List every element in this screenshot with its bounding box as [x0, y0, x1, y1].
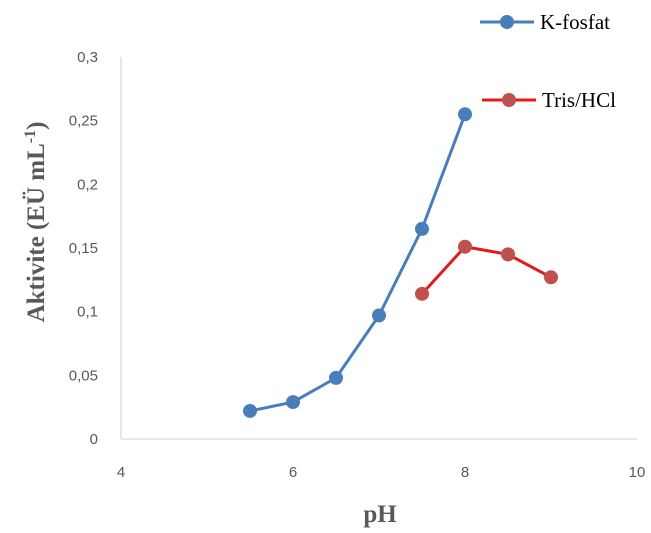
series-Tris/HCl [415, 239, 558, 301]
y-tick-label: 0,15 [69, 240, 98, 257]
data-point [415, 221, 429, 236]
x-tick-label: 4 [117, 464, 125, 481]
series-layer [243, 107, 558, 418]
data-point [243, 403, 257, 418]
y-tick-label: 0 [90, 431, 98, 448]
data-point [372, 308, 386, 323]
y-tick-label: 0,25 [69, 113, 98, 130]
x-tick-label: 6 [289, 464, 297, 481]
legend-item: K-fosfat [480, 10, 610, 34]
data-point [286, 395, 300, 410]
series-K-fosfat [243, 107, 472, 418]
data-point [501, 247, 515, 262]
legend-label: Tris/HCl [542, 88, 616, 112]
data-point [329, 370, 343, 385]
series-line [420, 245, 552, 295]
y-tick-label: 0,2 [77, 176, 98, 193]
y-tick-label: 0,1 [77, 304, 98, 321]
x-tick-label: 10 [629, 464, 646, 481]
data-point [458, 107, 472, 122]
data-point [415, 286, 429, 301]
legend-marker [500, 15, 514, 29]
y-tick-label: 0,3 [77, 49, 98, 66]
x-tick-labels: 4 6 8 10 [117, 464, 646, 481]
data-point [544, 270, 558, 285]
y-axis-title-superscript: -1 [22, 130, 39, 143]
legend-item: Tris/HCl [482, 88, 616, 112]
x-axis-title: pH [363, 501, 397, 528]
legend-marker [502, 93, 516, 107]
y-axis-title-close: ) [23, 122, 50, 130]
y-axis-title: Aktivite (EÜ mL-1) [22, 122, 50, 323]
data-point [458, 239, 472, 254]
y-tick-label: 0,05 [69, 367, 98, 384]
series-line [249, 113, 467, 413]
legend-label: K-fosfat [540, 10, 610, 34]
legend: K-fosfat Tris/HCl [480, 10, 616, 112]
x-tick-label: 8 [461, 464, 469, 481]
y-axis-title-main: Aktivite (EÜ mL [23, 143, 50, 322]
y-tick-labels: 0 0,05 0,1 0,15 0,2 0,25 0,3 [69, 49, 98, 448]
axes: 4 6 8 10 0 0,05 0,1 0,15 0,2 0,25 0,3 [69, 49, 646, 481]
